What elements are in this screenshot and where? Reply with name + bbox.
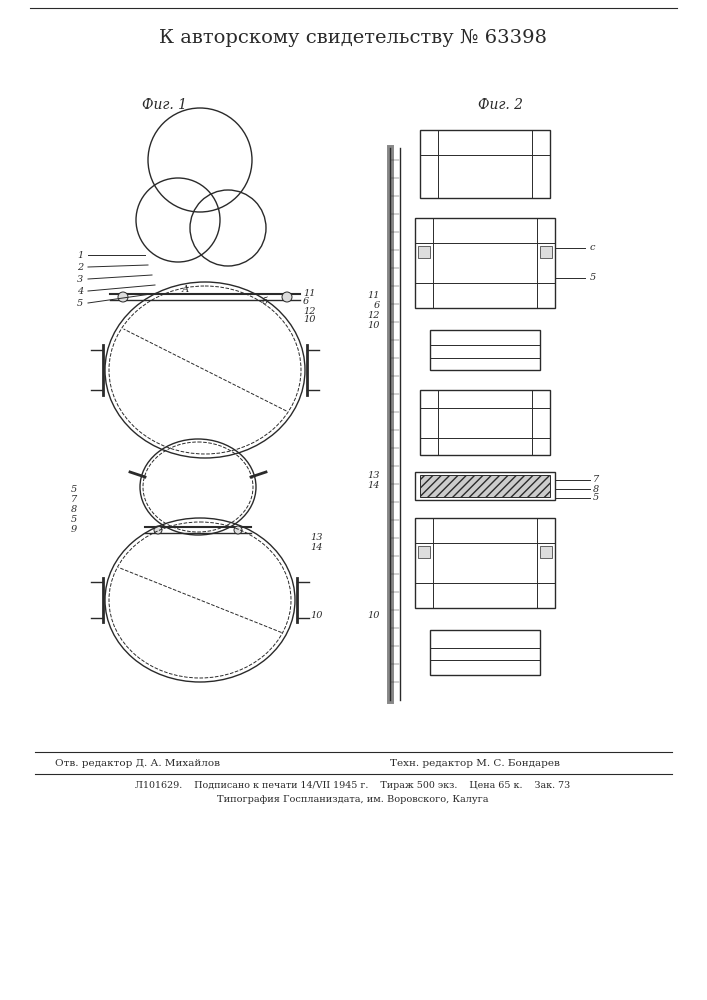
Bar <box>418 246 430 258</box>
Text: 12: 12 <box>303 306 315 316</box>
Text: 5: 5 <box>71 516 77 524</box>
Circle shape <box>234 526 242 534</box>
Text: 7: 7 <box>593 476 600 485</box>
Text: 10: 10 <box>368 610 380 619</box>
Bar <box>415 218 555 308</box>
Text: 8: 8 <box>71 506 77 514</box>
Text: 2: 2 <box>77 262 83 271</box>
Circle shape <box>282 292 292 302</box>
Text: Техн. редактор М. С. Бондарев: Техн. редактор М. С. Бондарев <box>390 758 560 768</box>
Text: 8: 8 <box>593 485 600 493</box>
Text: 6: 6 <box>303 298 309 306</box>
Bar <box>540 246 552 258</box>
Text: 5: 5 <box>71 486 77 494</box>
Text: 10: 10 <box>303 316 315 324</box>
Bar <box>415 472 555 500</box>
Text: 11: 11 <box>368 290 380 300</box>
Text: 13: 13 <box>368 471 380 480</box>
Text: 5: 5 <box>77 298 83 308</box>
Text: 13: 13 <box>310 534 322 542</box>
Text: 11: 11 <box>303 288 315 298</box>
Text: 10: 10 <box>310 610 322 619</box>
Text: 1: 1 <box>77 250 83 259</box>
Text: 14: 14 <box>310 544 322 552</box>
Text: К авторскому свидетельству № 63398: К авторскому свидетельству № 63398 <box>159 29 547 47</box>
Circle shape <box>118 292 128 302</box>
Text: 14: 14 <box>368 481 380 489</box>
Text: 12: 12 <box>368 310 380 320</box>
Text: Фиг. 1: Фиг. 1 <box>143 98 187 112</box>
Text: А: А <box>181 286 189 294</box>
Text: Типография Госпланиздата, им. Воровского, Калуга: Типография Госпланиздата, им. Воровского… <box>217 796 489 804</box>
Text: 10: 10 <box>368 320 380 330</box>
Bar <box>420 130 550 198</box>
Text: Л101629.    Подписано к печати 14/VII 1945 г.    Тираж 500 экз.    Цена 65 к.   : Л101629. Подписано к печати 14/VII 1945 … <box>135 782 571 790</box>
Text: 4: 4 <box>77 286 83 296</box>
Circle shape <box>154 526 162 534</box>
Bar <box>415 518 555 608</box>
Text: 9: 9 <box>71 526 77 534</box>
Text: Отв. редактор Д. А. Михайлов: Отв. редактор Д. А. Михайлов <box>55 758 220 768</box>
Text: 3: 3 <box>77 274 83 284</box>
Text: 6: 6 <box>374 300 380 310</box>
Bar <box>540 546 552 558</box>
Bar <box>418 546 430 558</box>
Text: 7: 7 <box>71 495 77 504</box>
Bar <box>430 630 540 675</box>
Bar <box>430 330 540 370</box>
Text: Фиг. 2: Фиг. 2 <box>477 98 522 112</box>
Text: б: б <box>262 298 268 306</box>
Text: 5: 5 <box>593 493 600 502</box>
Text: 5: 5 <box>590 273 596 282</box>
Text: с: с <box>590 243 595 252</box>
Bar <box>420 475 550 497</box>
Bar <box>420 390 550 455</box>
